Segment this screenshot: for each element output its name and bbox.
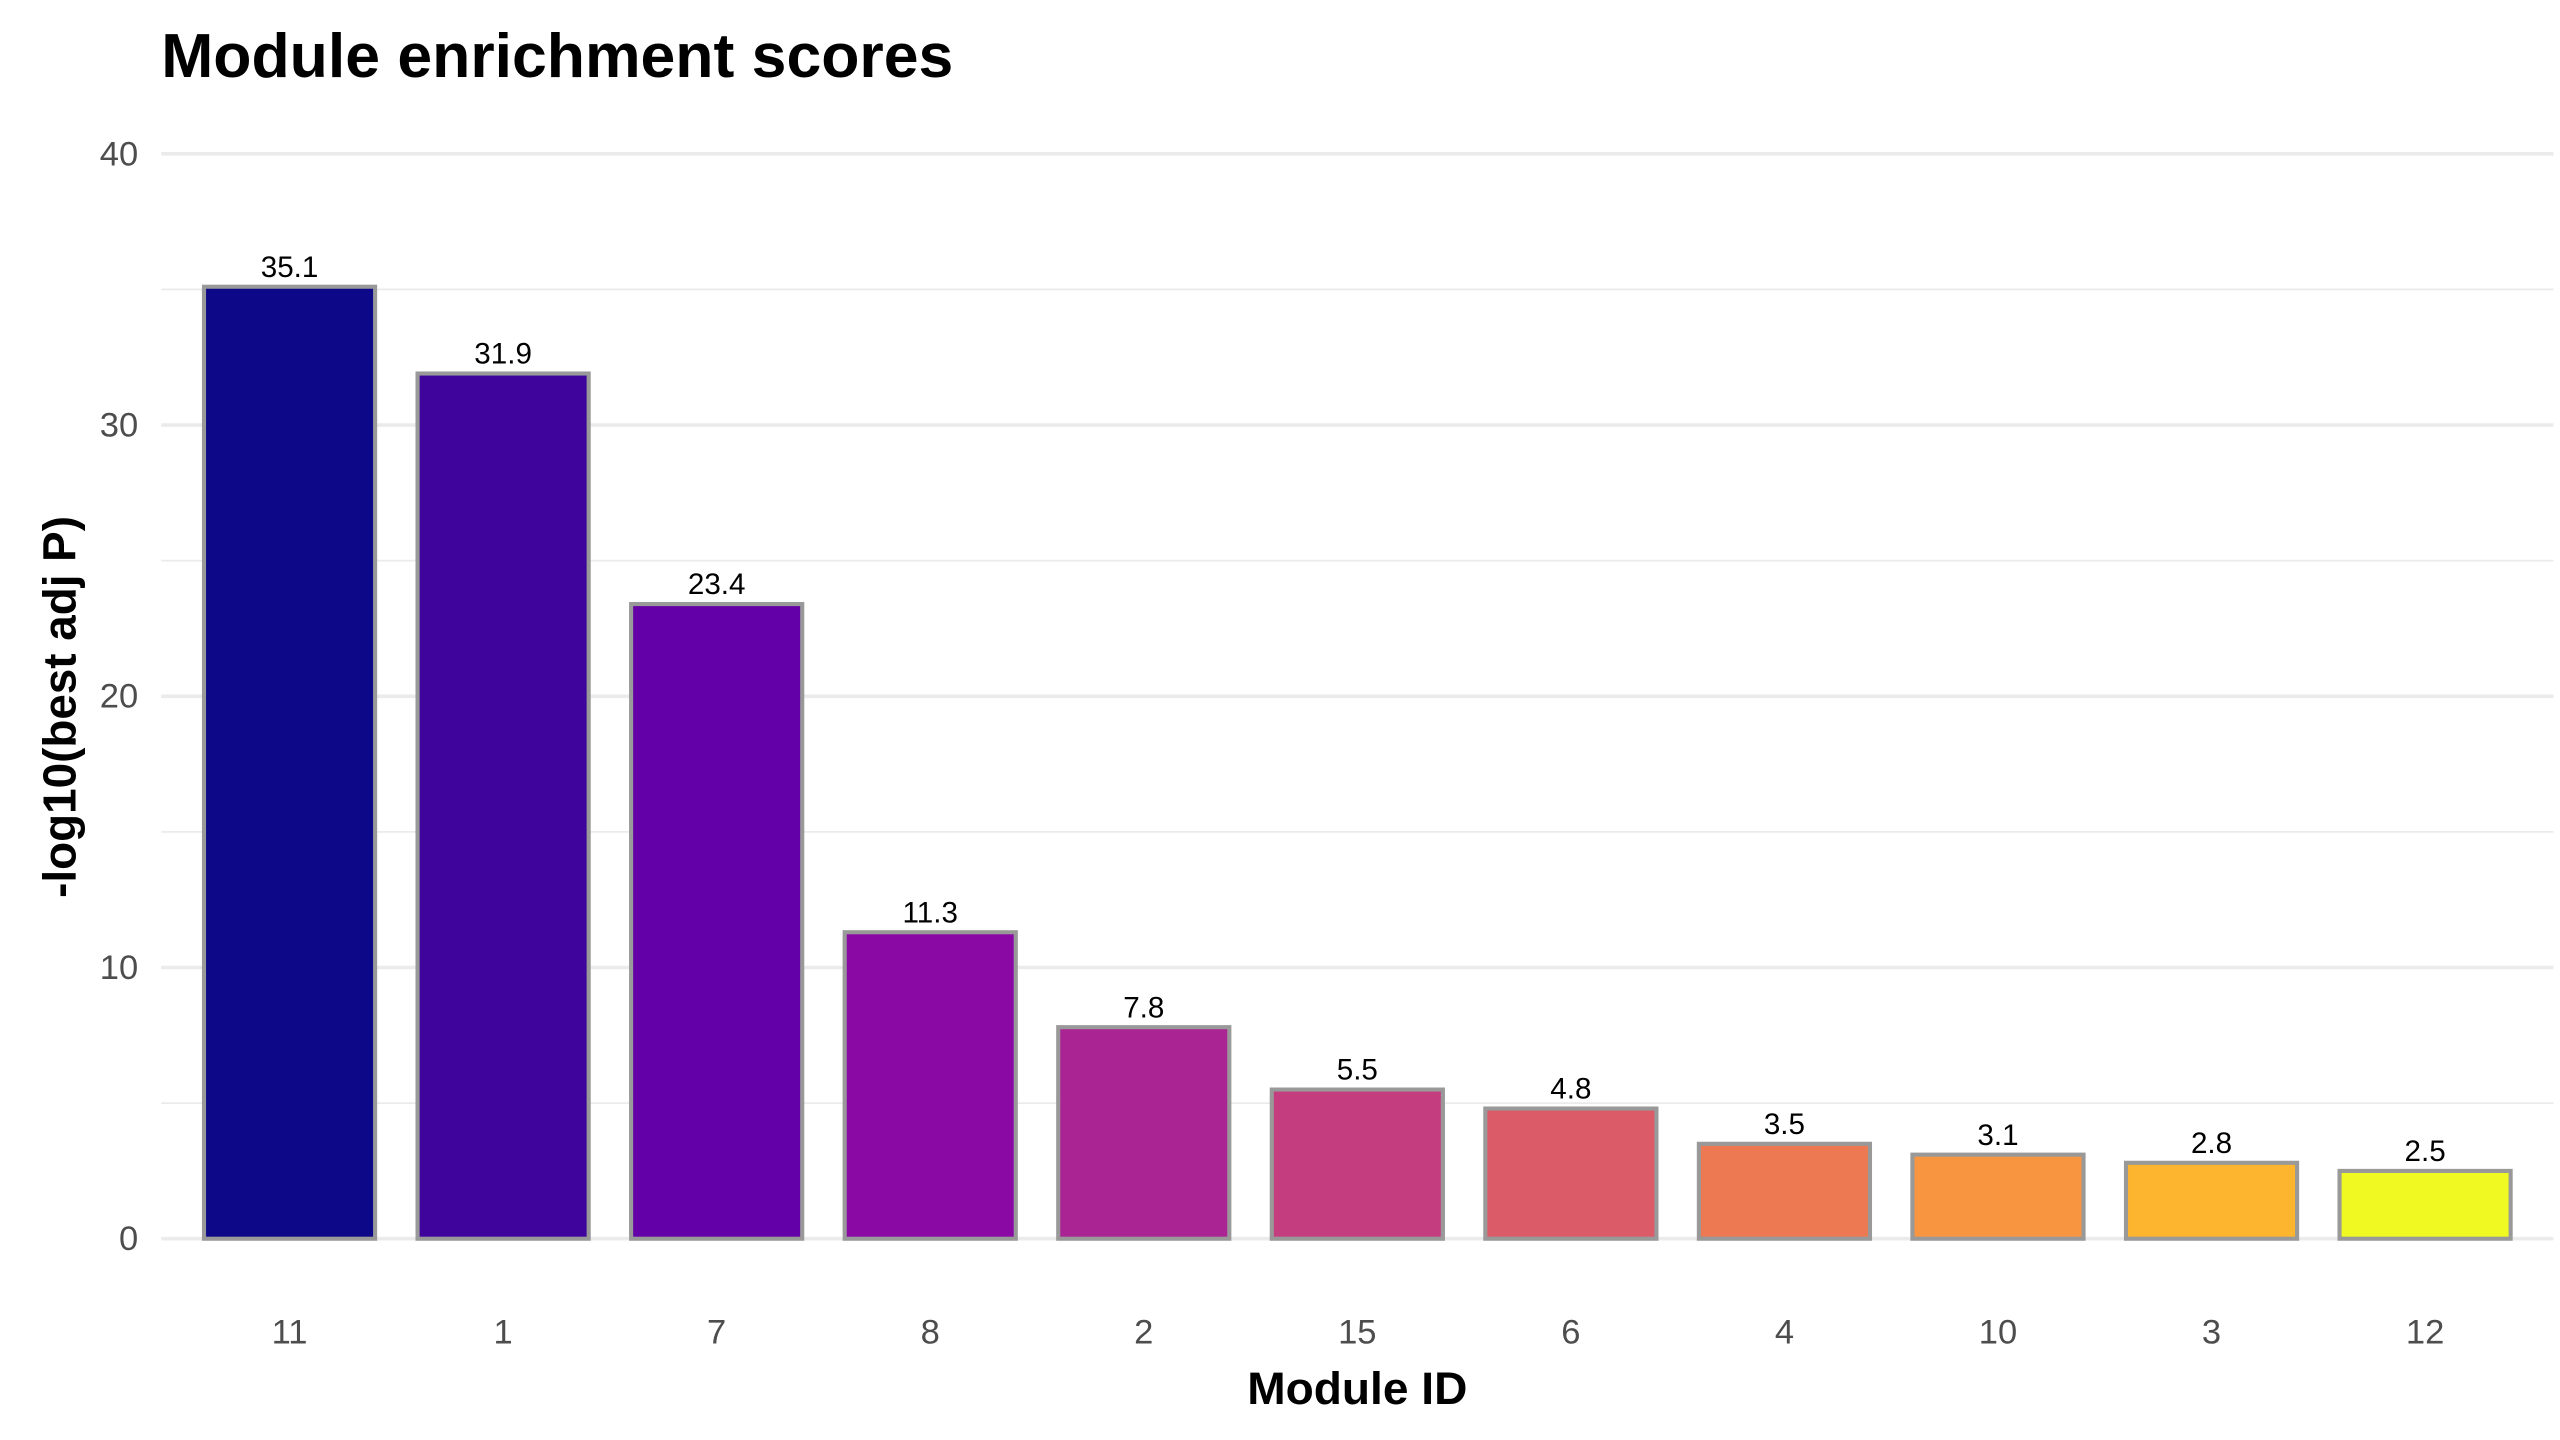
bar-module-3: [2123, 1160, 2300, 1241]
value-label: 7.8: [1123, 991, 1164, 1024]
value-label: 11.3: [903, 896, 958, 929]
value-label: 5.5: [1337, 1054, 1378, 1087]
bar-module-2: [1056, 1025, 1232, 1241]
y-tick-label: 20: [100, 678, 138, 716]
bar-module-6: [1483, 1106, 1659, 1241]
bar-module-4: [1696, 1141, 1873, 1241]
value-labels: 35.1 31.9 23.4 11.3 7.8 5.5 4.8 3.5 3.1 2.8 2.5: [261, 251, 2446, 1168]
value-label: 2.8: [2191, 1127, 2232, 1160]
bar-module-12: [2337, 1168, 2513, 1241]
bar-module-11: [201, 284, 378, 1241]
bar-module-10: [1910, 1152, 2086, 1241]
x-tick-label: 15: [1338, 1314, 1376, 1352]
x-axis-title: Module ID: [1247, 1362, 1467, 1414]
bar-module-8: [842, 930, 1018, 1241]
value-label: 31.9: [474, 338, 532, 371]
x-tick-label: 3: [2202, 1314, 2221, 1352]
value-label: 35.1: [261, 251, 319, 284]
y-tick-label: 10: [100, 949, 138, 987]
x-tick-label: 6: [1561, 1314, 1580, 1352]
x-tick-label: 12: [2406, 1314, 2444, 1352]
value-label: 3.1: [1977, 1119, 2018, 1152]
x-tick-label: 1: [494, 1314, 513, 1352]
value-label: 23.4: [688, 568, 746, 601]
bars: [201, 284, 2513, 1241]
bar-module-7: [629, 602, 805, 1241]
x-tick-label: 4: [1775, 1314, 1794, 1352]
y-tick-label: 0: [119, 1220, 138, 1258]
value-label: 3.5: [1764, 1108, 1805, 1141]
y-tick-label: 40: [100, 135, 138, 173]
bar-module-1: [415, 371, 591, 1241]
y-tick-labels: 0 10 20 30 40: [100, 135, 138, 1258]
value-label: 4.8: [1550, 1073, 1591, 1106]
x-tick-label: 7: [707, 1314, 726, 1352]
x-tick-label: 11: [272, 1314, 308, 1352]
y-tick-label: 30: [100, 407, 138, 445]
x-tick-labels: 11 1 7 8 2 15 6 4 10 3 12: [272, 1314, 2445, 1352]
x-tick-label: 8: [921, 1314, 940, 1352]
y-axis-title: -log10(best adj P): [34, 516, 86, 898]
bar-module-15: [1269, 1087, 1445, 1241]
value-label: 2.5: [2405, 1135, 2446, 1168]
x-tick-label: 10: [1979, 1314, 2017, 1352]
x-tick-label: 2: [1134, 1314, 1153, 1352]
chart-title: Module enrichment scores: [161, 22, 953, 91]
